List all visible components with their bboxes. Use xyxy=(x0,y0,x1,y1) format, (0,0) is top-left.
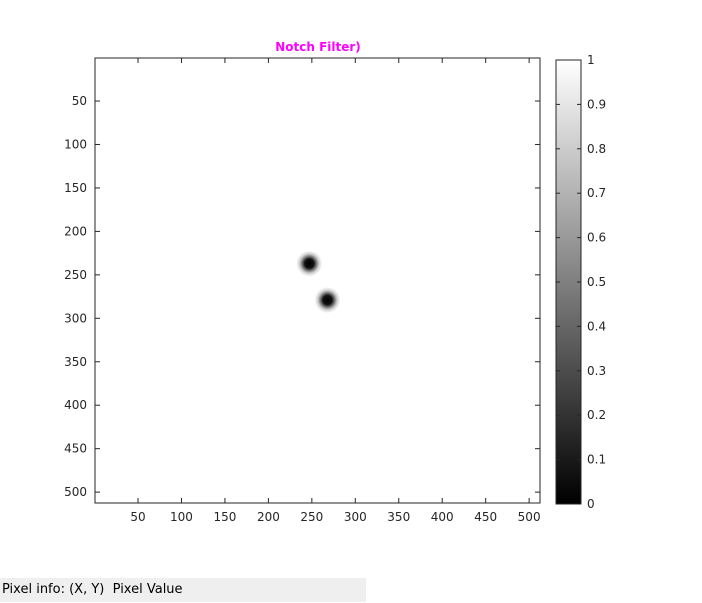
colorbar-tick-label: 0.1 xyxy=(587,453,606,467)
pixel-info-bar: Pixel info: (X, Y) Pixel Value xyxy=(0,578,366,602)
x-tick-label: 350 xyxy=(387,510,410,524)
axes-frame xyxy=(94,57,541,504)
colorbar-ticks: 0 0.1 0.2 0.3 0.4 0.5 0.6 0.7 0.8 0.9 1 xyxy=(556,53,606,511)
x-tick-label: 500 xyxy=(518,510,541,524)
colorbar-tick-label: 1 xyxy=(587,53,595,67)
y-tick-label: 200 xyxy=(64,224,87,238)
x-axis: 50 100 150 200 250 300 350 400 450 500 xyxy=(130,58,541,524)
colorbar-tick-label: 0.5 xyxy=(587,275,606,289)
notch-2 xyxy=(314,287,341,314)
x-tick-label: 300 xyxy=(344,510,367,524)
colorbar-tick-label: 0.7 xyxy=(587,186,606,200)
y-tick-label: 450 xyxy=(64,442,87,456)
x-tick-label: 400 xyxy=(431,510,454,524)
notch-layer xyxy=(296,250,341,314)
x-tick-label: 450 xyxy=(474,510,497,524)
colorbar-tick-label: 0.2 xyxy=(587,408,606,422)
y-tick-label: 100 xyxy=(64,137,87,151)
image-background xyxy=(95,58,540,503)
y-tick-label: 300 xyxy=(64,311,87,325)
notch-1 xyxy=(296,250,323,277)
colorbar: 0 0.1 0.2 0.3 0.4 0.5 0.6 0.7 0.8 0.9 1 xyxy=(555,53,606,511)
x-tick-label: 50 xyxy=(130,510,145,524)
pixel-info-label: Pixel info: xyxy=(2,582,65,597)
y-axis: 50 100 150 200 250 300 350 400 450 500 xyxy=(64,94,540,499)
colorbar-tick-label: 0.3 xyxy=(587,364,606,378)
y-tick-label: 150 xyxy=(64,181,87,195)
x-tick-label: 200 xyxy=(257,510,280,524)
colorbar-tick-label: 0.9 xyxy=(587,97,606,111)
colorbar-tick-label: 0 xyxy=(587,497,595,511)
colorbar-gradient-bar xyxy=(555,59,582,505)
plot-area: 50 100 150 200 250 300 350 400 450 500 50 100 150 20… xyxy=(64,57,541,524)
y-tick-label: 350 xyxy=(64,355,87,369)
figure: Notch Filter) 50 100 150 200 250 300 350 400 450… xyxy=(64,40,606,524)
pixel-info-value: Pixel Value xyxy=(112,582,183,597)
colorbar-tick-label: 0.8 xyxy=(587,142,606,156)
y-tick-label: 500 xyxy=(64,485,87,499)
pixel-info-coords: (X, Y) xyxy=(69,582,105,597)
y-tick-label: 50 xyxy=(72,94,87,108)
y-tick-label: 250 xyxy=(64,268,87,282)
x-tick-label: 100 xyxy=(170,510,193,524)
x-tick-label: 250 xyxy=(300,510,323,524)
colorbar-tick-label: 0.4 xyxy=(587,319,606,333)
plot-title: Notch Filter) xyxy=(275,40,361,54)
y-tick-label: 400 xyxy=(64,398,87,412)
colorbar-tick-label: 0.6 xyxy=(587,231,606,245)
x-tick-label: 150 xyxy=(213,510,236,524)
